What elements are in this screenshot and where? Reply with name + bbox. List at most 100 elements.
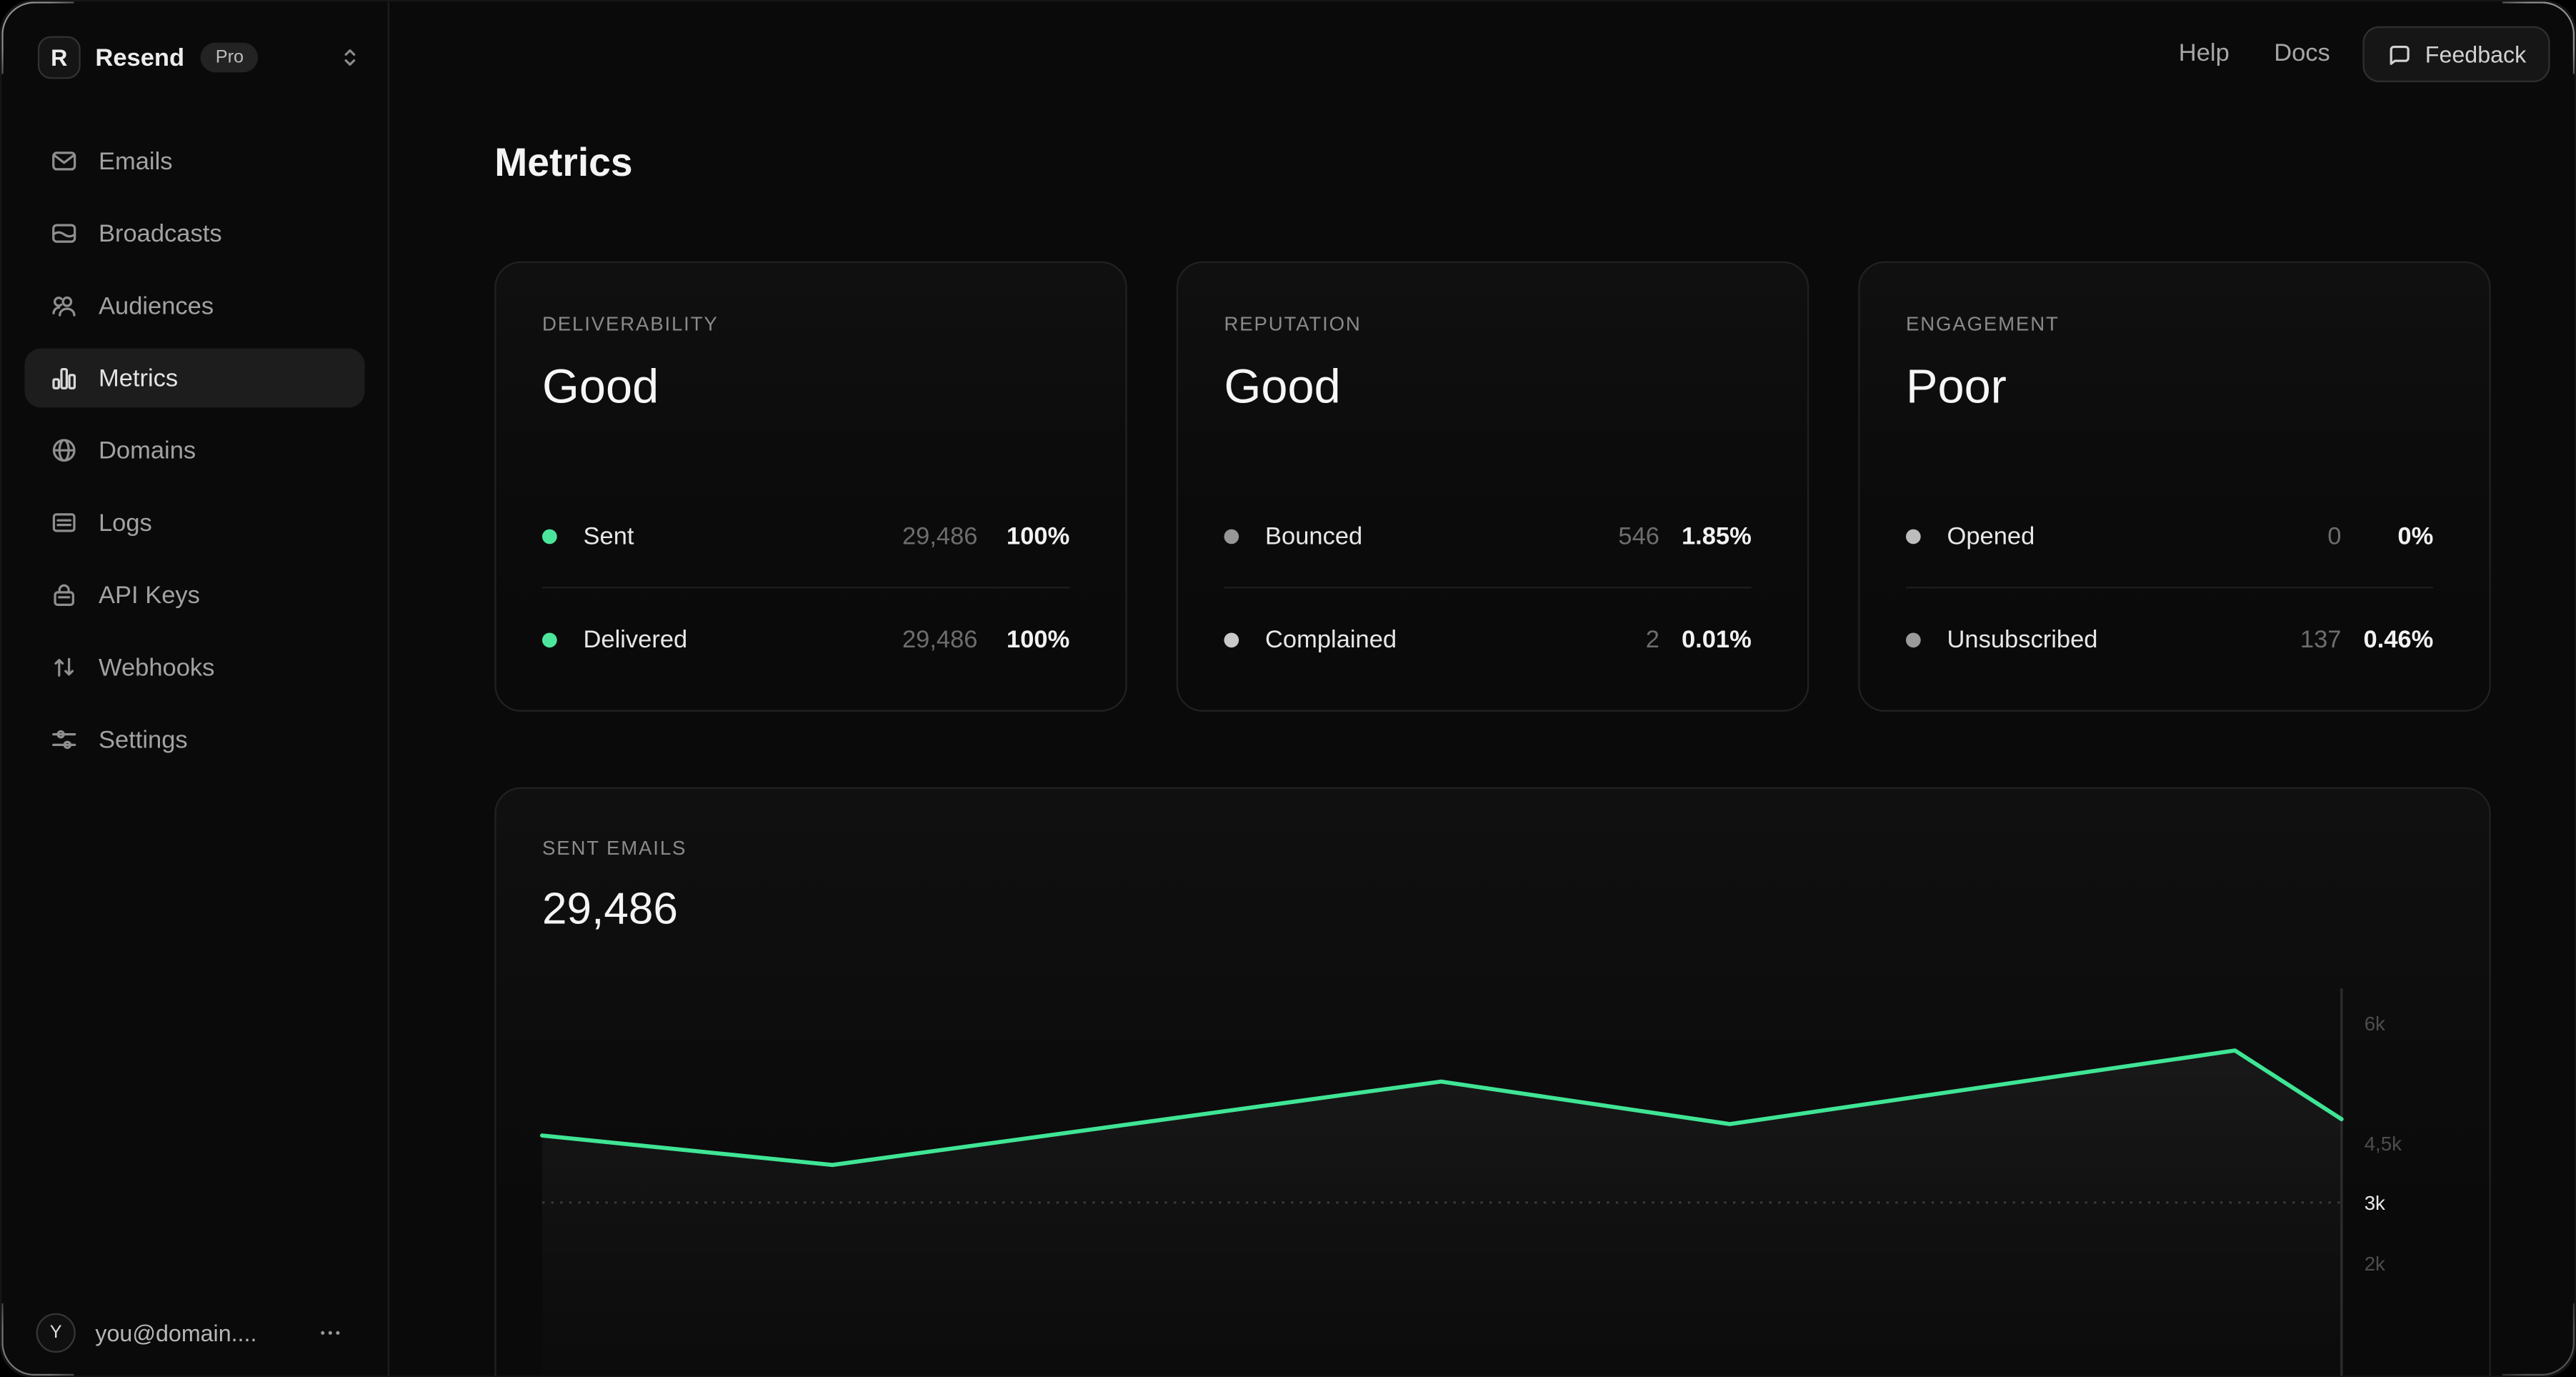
lock-icon bbox=[51, 582, 77, 608]
card-status: Good bbox=[542, 362, 659, 414]
metric-percent: 1.85% bbox=[1681, 522, 1752, 550]
sidebar-item-webhooks[interactable]: Webhooks bbox=[25, 637, 365, 697]
feedback-button[interactable]: Feedback bbox=[2362, 26, 2551, 82]
logo-letter: R bbox=[51, 44, 68, 71]
sidebar-item-label: Emails bbox=[99, 146, 173, 175]
sidebar-nav: Emails Broadcasts Audiences bbox=[1, 131, 388, 782]
metric-count: 29,486 bbox=[902, 625, 978, 654]
sidebar-item-domains[interactable]: Domains bbox=[25, 421, 365, 480]
sidebar-item-api-keys[interactable]: API Keys bbox=[25, 565, 365, 625]
metric-count: 137 bbox=[2300, 625, 2342, 654]
metric-count: 29,486 bbox=[902, 522, 978, 550]
plan-badge: Pro bbox=[201, 42, 259, 73]
metric-row-sent: Sent 29,486 100% bbox=[542, 503, 1069, 569]
feedback-button-label: Feedback bbox=[2425, 41, 2527, 68]
metric-percent: 0% bbox=[2397, 522, 2434, 550]
status-dot bbox=[542, 632, 557, 647]
avatar: Y bbox=[36, 1313, 76, 1353]
avatar-initial: Y bbox=[49, 1323, 62, 1343]
metric-percent: 0.01% bbox=[1681, 625, 1752, 654]
envelope-icon bbox=[51, 148, 77, 174]
metric-row-bounced: Bounced 546 1.85% bbox=[1224, 503, 1752, 569]
sent-emails-card: SENT EMAILS 29,486 6k 4,5k 3k 2k bbox=[494, 787, 2491, 1376]
sidebar-item-label: Broadcasts bbox=[99, 219, 222, 248]
y-tick-label: 3k bbox=[2364, 1191, 2385, 1215]
window-corner-highlight bbox=[2502, 1303, 2575, 1376]
metric-percent: 0.46% bbox=[2363, 625, 2434, 654]
metric-count: 546 bbox=[1618, 522, 1659, 550]
sent-emails-chart bbox=[540, 988, 2344, 1376]
row-divider bbox=[1224, 587, 1752, 589]
globe-icon bbox=[51, 437, 77, 464]
up-down-arrows-icon bbox=[51, 654, 77, 680]
sidebar-item-logs[interactable]: Logs bbox=[25, 493, 365, 552]
metric-count: 2 bbox=[1645, 625, 1659, 654]
sidebar-item-label: Webhooks bbox=[99, 653, 215, 682]
card-rows: Bounced 546 1.85% Complained 2 0.01% bbox=[1224, 503, 1752, 672]
card-section-label: DELIVERABILITY bbox=[542, 312, 719, 336]
sidebar-item-metrics[interactable]: Metrics bbox=[24, 348, 365, 408]
status-dot bbox=[542, 528, 557, 544]
y-tick-label: 2k bbox=[2364, 1252, 2385, 1276]
sidebar-item-label: Settings bbox=[99, 725, 188, 754]
resend-logo: R bbox=[37, 36, 81, 79]
brand-name: Resend bbox=[95, 43, 185, 72]
deliverability-card: DELIVERABILITY Good Sent 29,486 100% Del… bbox=[494, 261, 1127, 712]
card-section-label: ENGAGEMENT bbox=[1906, 312, 2060, 336]
metric-label: Delivered bbox=[583, 625, 688, 654]
card-status: Good bbox=[1224, 362, 1341, 414]
sent-emails-total: 29,486 bbox=[542, 884, 678, 934]
sidebar: R Resend Pro Emails Bro bbox=[1, 1, 390, 1376]
status-dot bbox=[1906, 632, 1921, 647]
metric-label: Opened bbox=[1947, 522, 2035, 550]
card-rows: Sent 29,486 100% Delivered 29,486 100% bbox=[542, 503, 1070, 672]
ellipsis-icon[interactable] bbox=[319, 1321, 341, 1344]
sidebar-item-settings[interactable]: Settings bbox=[25, 710, 365, 770]
card-status: Poor bbox=[1906, 362, 2007, 414]
user-account-row[interactable]: Y you@domain.... bbox=[36, 1313, 361, 1353]
metric-label: Bounced bbox=[1265, 522, 1363, 550]
metric-row-opened: Opened 0 0% bbox=[1906, 503, 2433, 569]
status-dot bbox=[1906, 528, 1921, 544]
log-list-icon bbox=[51, 509, 77, 536]
sidebar-item-audiences[interactable]: Audiences bbox=[25, 276, 365, 335]
docs-link[interactable]: Docs bbox=[2274, 39, 2330, 68]
metric-label: Sent bbox=[583, 522, 634, 550]
chart-section-label: SENT EMAILS bbox=[542, 836, 687, 860]
workspace-switcher[interactable]: R Resend Pro bbox=[37, 34, 361, 80]
metric-label: Unsubscribed bbox=[1947, 625, 2098, 654]
bar-chart-icon bbox=[51, 365, 77, 392]
sidebar-item-label: Metrics bbox=[99, 364, 179, 392]
sidebar-item-broadcasts[interactable]: Broadcasts bbox=[25, 204, 365, 263]
help-link[interactable]: Help bbox=[2178, 39, 2230, 68]
reputation-card: REPUTATION Good Bounced 546 1.85% Compla… bbox=[1176, 261, 1809, 712]
chart-area-fill bbox=[541, 1050, 2342, 1376]
y-tick-label: 6k bbox=[2364, 1012, 2385, 1035]
row-divider bbox=[542, 587, 1070, 589]
sent-emails-line bbox=[540, 1048, 2344, 1168]
y-tick-label: 4,5k bbox=[2364, 1132, 2402, 1155]
feedback-bubble-icon bbox=[2387, 42, 2412, 67]
metric-percent: 100% bbox=[1007, 522, 1070, 550]
sliders-icon bbox=[51, 727, 77, 753]
sidebar-item-label: API Keys bbox=[99, 581, 200, 610]
metric-label: Complained bbox=[1265, 625, 1397, 654]
status-dot bbox=[1224, 528, 1239, 544]
sidebar-item-emails[interactable]: Emails bbox=[25, 131, 365, 191]
metric-row-unsubscribed: Unsubscribed 137 0.46% bbox=[1906, 607, 2433, 672]
chevron-up-down-icon[interactable] bbox=[339, 44, 361, 71]
metric-row-delivered: Delivered 29,486 100% bbox=[542, 607, 1069, 672]
sidebar-item-label: Audiences bbox=[99, 292, 214, 320]
engagement-card: ENGAGEMENT Poor Opened 0 0% Unsubscribed… bbox=[1858, 261, 2491, 712]
metric-row-complained: Complained 2 0.01% bbox=[1224, 607, 1752, 672]
broadcast-tray-icon bbox=[51, 220, 77, 247]
metric-count: 0 bbox=[2327, 522, 2342, 550]
row-divider bbox=[1906, 587, 2434, 589]
status-dot bbox=[1224, 632, 1239, 647]
card-rows: Opened 0 0% Unsubscribed 137 0.46% bbox=[1906, 503, 2434, 672]
metric-percent: 100% bbox=[1007, 625, 1070, 654]
card-section-label: REPUTATION bbox=[1224, 312, 1362, 336]
user-email: you@domain.... bbox=[95, 1319, 257, 1346]
